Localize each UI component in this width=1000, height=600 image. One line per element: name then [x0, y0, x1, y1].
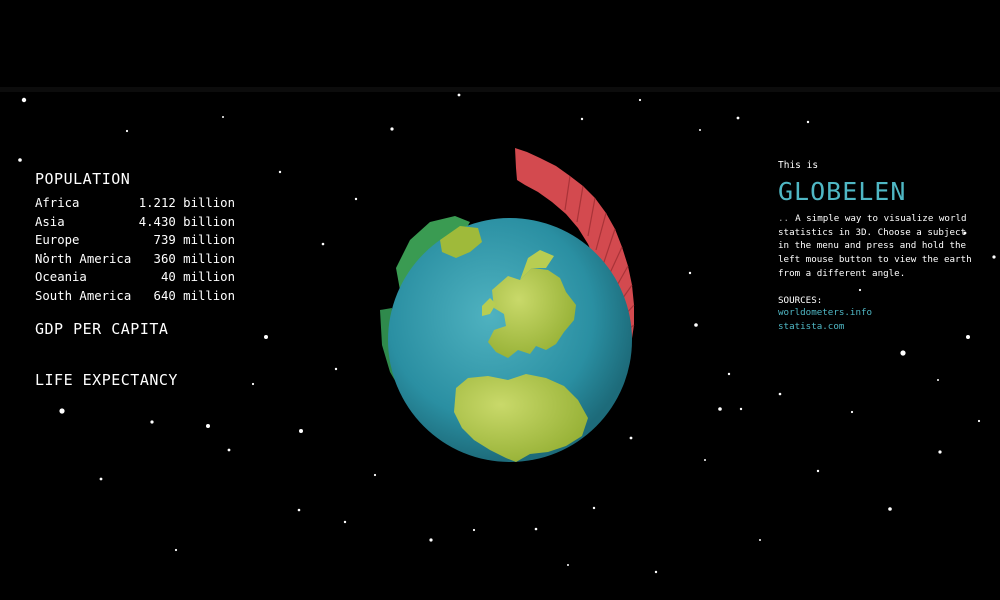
menu-item-gdp-per-capita[interactable]: GDP PER CAPITA	[35, 319, 169, 338]
menu-item-life-expectancy[interactable]: LIFE EXPECTANCY	[35, 370, 178, 389]
africa-land	[454, 374, 588, 462]
app-title: GLOBELEN	[778, 177, 907, 206]
bullet-marker: ..	[778, 213, 790, 224]
stat-region: North America	[35, 251, 132, 266]
info-panel: This is GLOBELEN .. A simple way to visua…	[778, 160, 978, 334]
intro-text: This is	[778, 160, 819, 171]
stat-region: South America	[35, 288, 132, 303]
globe-rim-bars	[380, 308, 422, 412]
stat-value: 640 million	[138, 288, 235, 303]
stat-row: Oceania 40 million	[35, 270, 235, 289]
stat-value: 1.212 billion	[138, 196, 235, 210]
top-divider	[0, 87, 1000, 92]
stat-row: Africa 1.212 billion	[35, 196, 235, 215]
stat-row: Europe 739 million	[35, 233, 235, 252]
population-stats-list: Africa 1.212 billion Asia 4.430 billion …	[35, 196, 235, 308]
stat-row: Asia 4.430 billion	[35, 215, 235, 234]
stat-value: 739 million	[138, 233, 235, 248]
stat-row: South America 640 million	[35, 289, 235, 308]
stat-region: Asia	[35, 214, 65, 229]
stat-value: 40 million	[138, 270, 235, 285]
sources-label: SOURCES:	[778, 294, 823, 306]
stat-row: North America 360 million	[35, 252, 235, 271]
stat-value: 4.430 billion	[138, 214, 235, 229]
stat-value: 360 million	[138, 251, 235, 266]
greenland-land	[440, 226, 482, 258]
british-isles-land	[482, 298, 496, 316]
source-link-worldometers[interactable]: worldometers.info	[778, 306, 873, 318]
scandinavia-land	[520, 250, 554, 280]
stat-region: Europe	[35, 233, 80, 248]
left-menu: POPULATION Africa 1.212 billion Asia 4.4…	[35, 170, 275, 389]
stat-region: Africa	[35, 196, 80, 210]
europe-land	[488, 268, 576, 358]
menu-item-population[interactable]: POPULATION	[35, 170, 131, 188]
description: .. A simple way to visualize world statis…	[778, 212, 978, 281]
globe-3d-view[interactable]	[370, 140, 700, 470]
description-text: A simple way to visualize world statisti…	[778, 213, 972, 279]
source-link-statista[interactable]: statista.com	[778, 320, 845, 332]
stat-region: Oceania	[35, 270, 87, 285]
globe-graphic[interactable]	[370, 140, 700, 470]
